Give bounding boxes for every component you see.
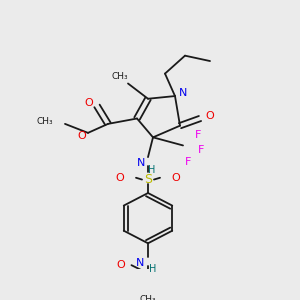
Text: CH₃: CH₃: [112, 72, 128, 81]
Text: H: H: [148, 165, 156, 175]
Text: N: N: [136, 258, 144, 268]
Text: F: F: [198, 145, 204, 155]
Text: O: O: [206, 111, 214, 121]
Text: CH₃: CH₃: [36, 117, 53, 126]
Text: N: N: [137, 158, 145, 168]
Text: N: N: [179, 88, 187, 98]
Text: H: H: [149, 264, 157, 274]
Text: O: O: [172, 173, 180, 183]
Text: CH₃: CH₃: [140, 295, 156, 300]
Text: F: F: [195, 130, 201, 140]
Text: O: O: [117, 260, 125, 270]
Text: F: F: [185, 157, 191, 166]
Text: O: O: [85, 98, 93, 108]
Text: O: O: [116, 173, 124, 183]
Text: O: O: [78, 130, 86, 141]
Text: S: S: [144, 173, 152, 186]
